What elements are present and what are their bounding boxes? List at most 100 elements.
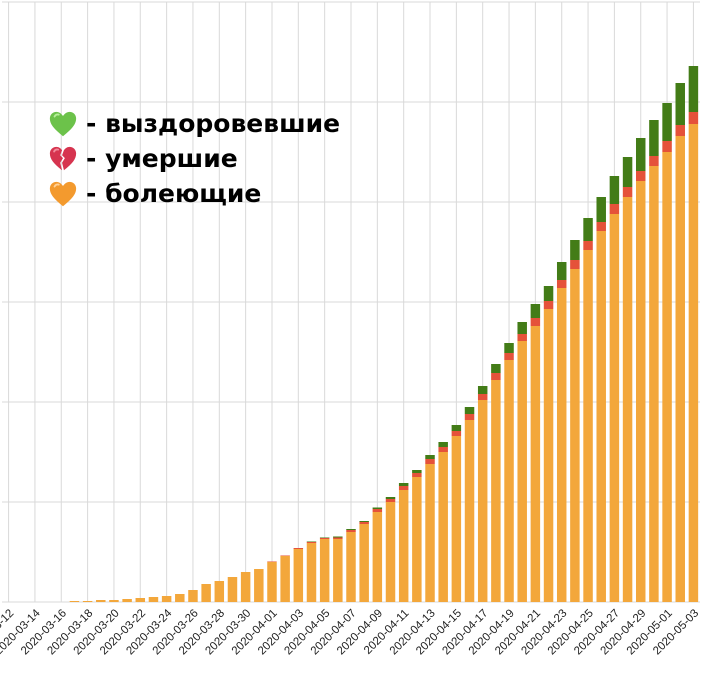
bar-segment-deaths — [451, 431, 462, 436]
bar-segment-deaths — [333, 537, 343, 539]
legend-label-deaths: - умершие — [86, 144, 238, 173]
bar-segment-active — [82, 601, 93, 602]
bar-segment-deaths — [517, 334, 527, 341]
bar-segment-recovered — [398, 483, 409, 486]
bar-segment-recovered — [662, 103, 672, 141]
bar-segment-recovered — [451, 425, 462, 431]
bar-segment-active — [425, 464, 435, 602]
bar-segment-active — [319, 539, 330, 602]
bar-segment-recovered — [306, 541, 317, 542]
bar-segment-recovered — [530, 304, 541, 318]
bar-segment-active — [649, 166, 659, 602]
bar-segment-active — [583, 250, 593, 602]
legend-item-recovered: - выздоровевшие — [48, 106, 340, 141]
legend-item-deaths: - умершие — [48, 141, 340, 176]
bar-segment-active — [385, 502, 396, 602]
bar-segment-recovered — [635, 138, 646, 171]
bar-segment-deaths — [570, 260, 580, 269]
bar-segment-deaths — [609, 204, 620, 214]
bar-segment-deaths — [635, 171, 646, 181]
bar-segment-deaths — [556, 280, 567, 288]
bar-segment-deaths — [398, 486, 409, 490]
bar-segment-deaths — [649, 156, 659, 166]
legend: - выздоровевшие - умершие - болеющие — [48, 106, 340, 211]
bar-segment-deaths — [530, 318, 541, 326]
bar-segment-active — [240, 572, 251, 602]
bar-segment-recovered — [346, 529, 356, 530]
bar-segment-deaths — [688, 112, 699, 124]
bar-segment-active — [135, 598, 146, 602]
bar-segment-recovered — [675, 83, 685, 125]
bar-segment-recovered — [583, 218, 593, 241]
bar-segment-deaths — [504, 353, 514, 360]
bar-segment-active — [267, 562, 277, 602]
bar-segment-active — [148, 597, 159, 602]
bar-segment-active — [109, 600, 119, 602]
bar-segment-active — [491, 380, 501, 602]
bar-segment-active — [530, 326, 541, 602]
bar-segment-recovered — [385, 497, 396, 499]
bar-segment-deaths — [596, 222, 606, 231]
bar-segment-active — [161, 596, 172, 602]
bar-segment-deaths — [306, 542, 317, 543]
bar-segment-deaths — [359, 522, 369, 524]
bar-segment-active — [464, 420, 475, 602]
bar-segment-active — [122, 599, 132, 602]
bar-segment-active — [438, 452, 448, 602]
bar-segment-deaths — [385, 499, 396, 502]
bar-segment-deaths — [583, 241, 593, 250]
bar-segment-recovered — [609, 176, 620, 204]
bar-segment-deaths — [477, 394, 488, 400]
bar-segment-active — [517, 341, 527, 602]
grid — [2, 1, 700, 603]
x-axis-ticks: 2020-03-122020-03-142020-03-162020-03-18… — [0, 607, 701, 658]
bar-segment-deaths — [267, 561, 277, 562]
bar-segment-active — [280, 556, 290, 602]
bar-segment-recovered — [438, 442, 448, 447]
legend-item-active: - болеющие — [48, 176, 340, 211]
orange-heart-icon — [49, 181, 77, 206]
bar-segment-active — [306, 543, 317, 602]
bar-segment-recovered — [596, 197, 606, 222]
bar-segment-deaths — [346, 530, 356, 532]
bar-segment-active — [254, 569, 264, 602]
bar-segment-recovered — [372, 507, 383, 509]
broken-heart-icon — [49, 146, 77, 170]
bar-segment-deaths — [675, 125, 685, 136]
bar-segment-deaths — [438, 447, 448, 452]
bar-segment-deaths — [319, 538, 330, 539]
bar-segment-recovered — [688, 66, 699, 112]
bar-segment-deaths — [543, 301, 554, 309]
bar-segment-deaths — [372, 509, 383, 512]
bar-segment-deaths — [622, 187, 633, 197]
green-heart-icon — [49, 111, 77, 136]
bar-segment-recovered — [649, 120, 659, 156]
bar-segment-recovered — [556, 262, 567, 280]
bar-segment-active — [662, 152, 672, 602]
bar-segment-recovered — [622, 157, 633, 187]
bar-segment-recovered — [517, 322, 527, 334]
bar-segment-active — [675, 136, 685, 602]
bar-segment-recovered — [464, 407, 475, 414]
bar-segment-active — [346, 532, 356, 602]
bar-segment-active — [570, 269, 580, 602]
bar-segment-active — [188, 590, 198, 602]
bar-segment-active — [69, 601, 80, 602]
bar-segment-deaths — [293, 548, 304, 549]
bar-segment-active — [477, 400, 488, 602]
bar-segment-active — [398, 490, 409, 602]
bar-segment-active — [293, 549, 304, 602]
bar-segment-recovered — [504, 343, 514, 353]
bar-segment-deaths — [464, 414, 475, 420]
bar-segment-deaths — [491, 373, 501, 380]
bar-segment-deaths — [662, 141, 672, 152]
bar-segment-active — [201, 584, 211, 602]
bars — [69, 66, 699, 602]
bar-segment-recovered — [477, 386, 488, 394]
bar-segment-recovered — [412, 470, 422, 473]
bar-segment-active — [556, 288, 567, 602]
legend-label-recovered: - выздоровевшие — [86, 109, 341, 138]
bar-segment-active — [688, 124, 699, 602]
bar-segment-recovered — [425, 455, 435, 459]
bar-segment-active — [451, 436, 462, 602]
